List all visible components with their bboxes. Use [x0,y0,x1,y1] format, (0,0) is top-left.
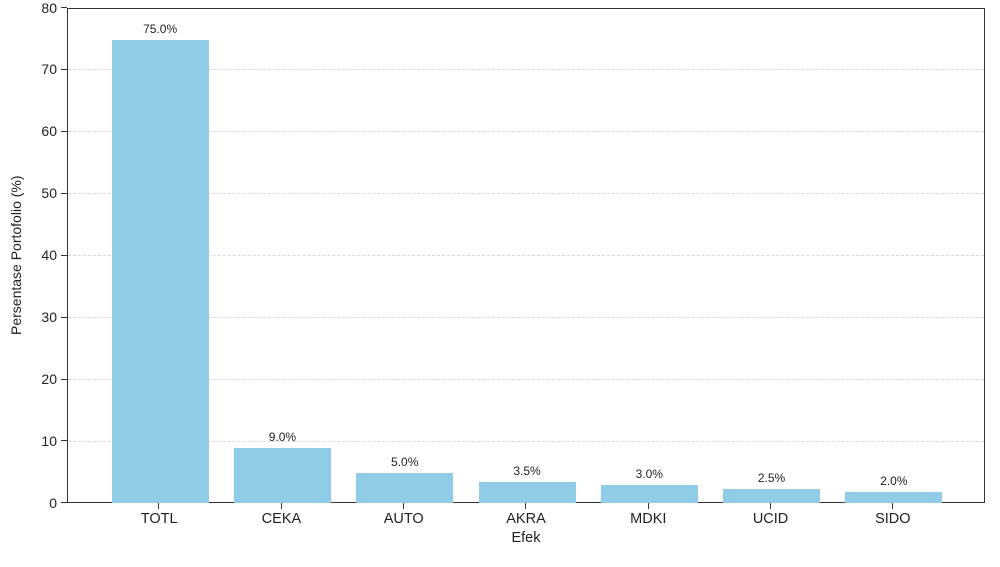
x-tick-mark [525,503,527,509]
gridline [68,378,984,380]
gridline [68,255,984,256]
x-axis-label: Efek [511,530,541,546]
bar-value-label: 2.5% [757,470,786,485]
bar-value-label: 75.0% [143,21,178,36]
x-tick-mark [158,503,160,509]
bar [478,482,576,503]
y-tick-label: 40 [41,247,57,263]
bar [111,39,209,503]
y-tick-label: 10 [41,432,57,449]
bar [600,485,698,503]
bar-value-label: 9.0% [268,430,297,445]
y-tick-mark [61,192,67,194]
x-tick-label: TOTL [140,511,178,527]
bar-value-label: 3.5% [513,464,541,479]
x-tick-label: SIDO [875,511,911,527]
bar [845,491,943,503]
x-tick-mark [647,503,649,509]
x-tick-mark [402,503,404,509]
gridline [68,193,984,195]
y-tick-mark [61,131,67,132]
bar-value-label: 3.0% [635,467,663,482]
bar-value-label: 5.0% [391,455,419,470]
x-tick-label: MDKI [630,511,667,527]
x-tick-label: AKRA [506,511,546,527]
y-tick-mark [61,7,67,9]
y-tick-label: 80 [41,0,57,16]
gridline [68,440,984,442]
x-tick-mark [892,503,894,509]
plot-area: 75.0% 9.0% 5.0% 3.5% 3.0% 2.5% 2.0% [67,8,985,503]
y-tick-mark [61,378,67,380]
y-tick-label: 50 [41,185,57,202]
bar [356,473,454,503]
y-tick-mark [61,69,67,71]
y-tick-label: 70 [41,61,57,78]
x-tick-label: AUTO [383,511,424,527]
y-tick-label: 20 [41,370,57,387]
y-tick-label: 30 [41,308,57,325]
bar [723,488,821,503]
bar [233,448,331,503]
x-tick-label: UCID [752,511,789,527]
y-tick-mark [61,502,67,504]
gridline [68,316,984,318]
gridline [68,69,984,71]
x-tick-label: CEKA [261,511,302,527]
bar-value-label: 2.0% [880,473,908,488]
x-tick-mark [769,503,771,509]
y-tick-label: 0 [49,494,57,511]
y-tick-mark [61,440,67,442]
x-tick-mark [280,503,282,509]
y-tick-mark [61,254,67,256]
y-tick-mark [61,316,67,318]
gridline [68,131,984,133]
y-tick-label: 60 [41,123,57,140]
